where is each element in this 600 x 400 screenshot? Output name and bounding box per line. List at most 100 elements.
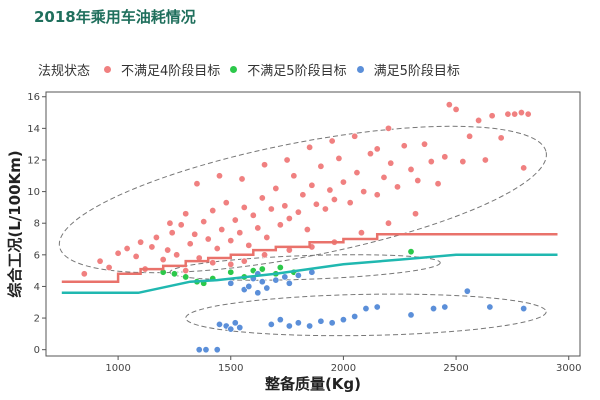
- point-series-3: [254, 289, 262, 297]
- x-tick-label: 2500: [443, 363, 468, 374]
- point-series-1: [312, 200, 320, 208]
- point-series-1: [290, 172, 298, 180]
- point-series-1: [209, 259, 217, 267]
- point-series-3: [267, 320, 275, 328]
- point-series-3: [317, 317, 325, 325]
- legend-title: 法规状态: [38, 63, 91, 79]
- point-series-1: [164, 246, 172, 254]
- point-series-1: [303, 226, 311, 234]
- point-series-1: [452, 105, 460, 113]
- point-series-1: [215, 172, 223, 180]
- point-series-1: [227, 260, 235, 268]
- point-series-2: [276, 263, 284, 271]
- point-series-1: [137, 238, 145, 246]
- axis-layer: 1000 1500 2000 2500 3000 0 2 4 6 8 10 12 14 16: [27, 92, 581, 374]
- ellipse-layer: [58, 125, 547, 337]
- point-series-1: [400, 142, 408, 150]
- point-series-1: [105, 263, 113, 271]
- point-series-1: [200, 218, 208, 226]
- point-series-1: [222, 199, 230, 207]
- point-series-1: [294, 208, 302, 216]
- point-series-1: [520, 164, 528, 172]
- point-series-1: [152, 233, 160, 241]
- point-series-3: [294, 319, 302, 327]
- point-series-3: [227, 325, 235, 333]
- point-series-1: [373, 145, 381, 153]
- point-series-1: [258, 194, 266, 202]
- legend-dot-icon: [230, 65, 238, 73]
- point-series-1: [193, 180, 201, 188]
- point-series-1: [166, 219, 174, 227]
- y-tick-label: 8: [34, 219, 40, 230]
- x-axis-label: 整备质量(Kg): [265, 375, 361, 393]
- point-series-1: [299, 191, 307, 199]
- point-series-1: [159, 256, 167, 264]
- legend-label: 满足5阶段目标: [373, 63, 460, 79]
- point-series-1: [261, 251, 269, 259]
- point-series-3: [245, 282, 253, 290]
- point-series-1: [384, 124, 392, 132]
- point-series-1: [414, 177, 422, 185]
- point-series-1: [387, 159, 395, 167]
- legend-dot-icon: [356, 65, 364, 73]
- point-series-1: [330, 195, 338, 203]
- point-series-1: [326, 186, 334, 194]
- point-series-1: [168, 229, 176, 237]
- legend-item-fail-stage5: 不满足5阶段目标: [230, 60, 347, 79]
- limit-line-layer: [61, 233, 558, 295]
- point-series-1: [285, 214, 293, 222]
- x-tick-label: 1000: [105, 363, 130, 374]
- point-series-1: [427, 158, 435, 166]
- point-series-1: [384, 219, 392, 227]
- point-series-1: [328, 137, 336, 145]
- point-series-1: [393, 183, 401, 191]
- legend-item-fail-stage4: 不满足4阶段目标: [104, 60, 220, 79]
- point-series-1: [353, 169, 361, 177]
- x-tick-label: 1500: [218, 363, 243, 374]
- y-tick-label: 2: [34, 314, 40, 325]
- point-series-1: [236, 229, 244, 237]
- point-series-1: [231, 216, 239, 224]
- point-series-1: [249, 211, 257, 219]
- point-series-1: [96, 257, 104, 265]
- point-series-3: [351, 312, 359, 320]
- point-series-3: [202, 346, 210, 354]
- point-series-3: [294, 271, 302, 279]
- point-series-1: [335, 154, 343, 162]
- point-series-3: [227, 279, 235, 287]
- y-tick-label: 10: [27, 187, 40, 198]
- legend-item-meet-stage5: 满足5阶段目标: [356, 60, 460, 79]
- point-series-1: [488, 112, 496, 120]
- point-series-3: [339, 316, 347, 324]
- x-tick-label: 2000: [331, 363, 356, 374]
- point-series-3: [195, 346, 203, 354]
- point-series-3: [520, 305, 528, 313]
- point-series-1: [306, 143, 314, 151]
- y-tick-label: 14: [27, 124, 40, 135]
- point-series-3: [285, 322, 293, 330]
- point-series-1: [263, 233, 271, 241]
- point-series-1: [504, 110, 512, 118]
- point-series-1: [281, 202, 289, 210]
- point-series-3: [486, 303, 494, 311]
- point-series-1: [272, 184, 280, 192]
- point-series-1: [308, 181, 316, 189]
- point-series-1: [366, 150, 374, 158]
- point-series-1: [475, 116, 483, 124]
- point-series-1: [80, 270, 88, 278]
- point-series-3: [272, 276, 280, 284]
- point-series-3: [407, 311, 415, 319]
- point-series-1: [497, 134, 505, 142]
- point-series-1: [407, 165, 415, 173]
- point-series-1: [357, 229, 365, 237]
- point-series-1: [261, 161, 269, 169]
- point-series-1: [254, 224, 262, 232]
- point-series-3: [430, 305, 438, 313]
- point-series-3: [285, 279, 293, 287]
- point-series-1: [351, 132, 359, 140]
- point-series-1: [421, 140, 429, 148]
- point-series-1: [191, 230, 199, 238]
- point-series-1: [412, 210, 420, 218]
- point-series-2: [258, 265, 266, 273]
- point-series-1: [481, 156, 489, 164]
